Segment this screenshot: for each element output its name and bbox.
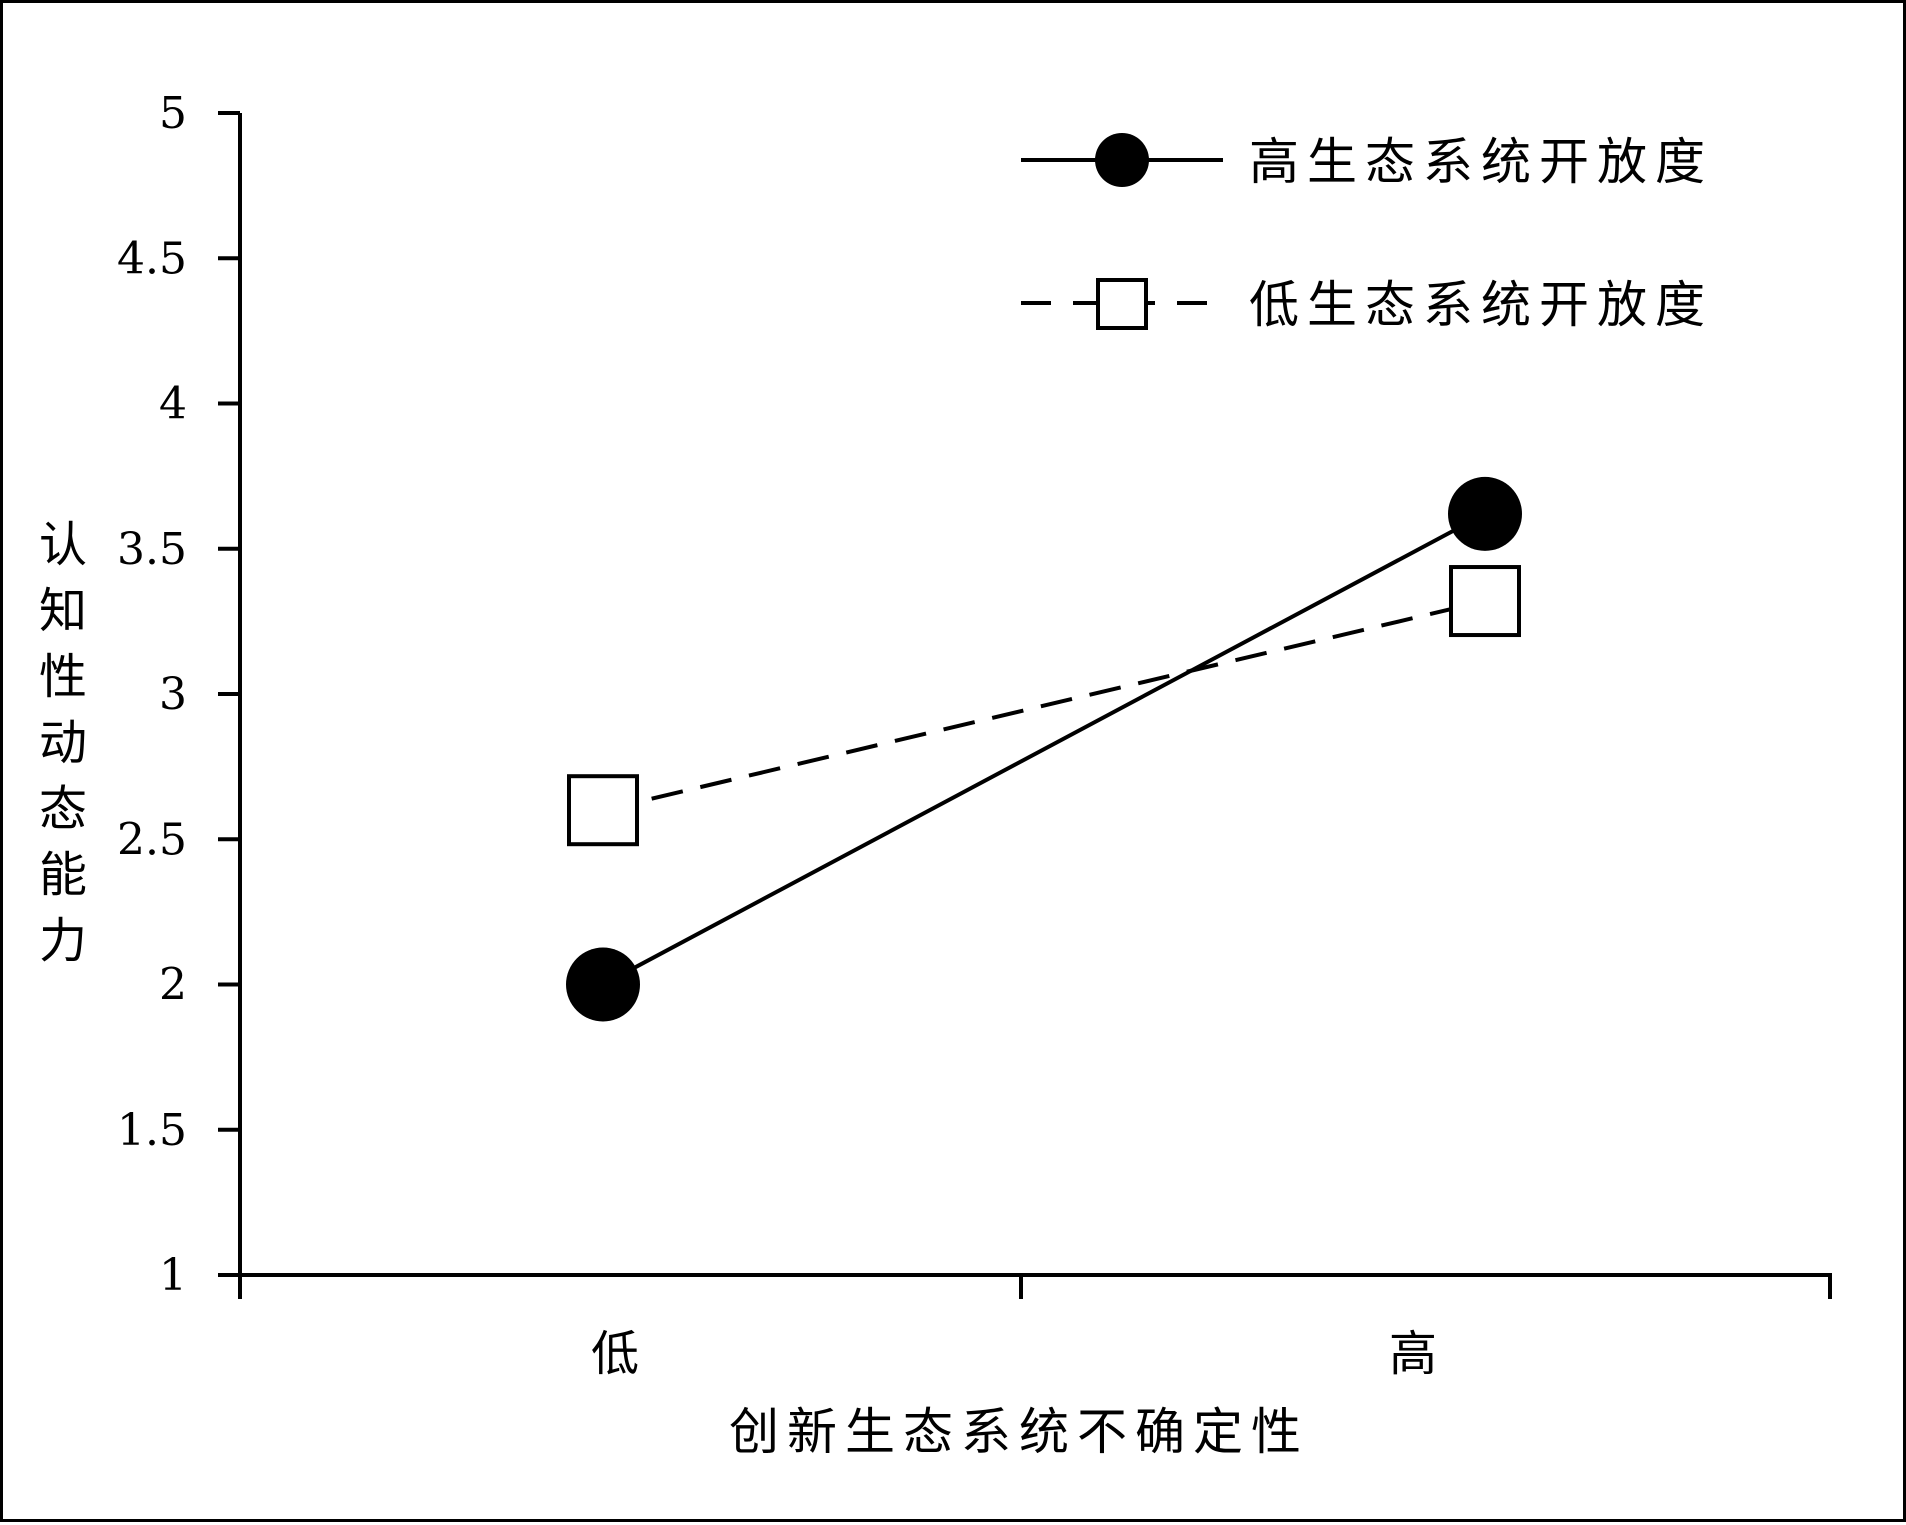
y-axis-title-char: 认 (39, 517, 87, 573)
data-point-square (1449, 565, 1521, 638)
y-axis-title-char: 知 (39, 583, 87, 639)
y-tick-label: 3 (159, 669, 187, 720)
series-line (602, 512, 1486, 987)
y-axis-title-char: 动 (39, 715, 87, 771)
legend-label-low-openness: 低生态系统开放度 (1249, 276, 1713, 334)
legend-marker-hollow-square (1096, 278, 1148, 330)
y-tick-label: 4 (159, 379, 187, 430)
legend-item-low-openness: 低生态系统开放度 (1021, 276, 1713, 334)
series-layer (566, 476, 1522, 1022)
data-point-circle (566, 947, 640, 1022)
x-axis-title: 创新生态系统不确定性 (729, 1403, 1309, 1461)
legend-marker-filled-circle (1095, 133, 1149, 187)
y-tick-label: 2.5 (117, 814, 187, 865)
y-tick-label: 3.5 (117, 524, 187, 575)
legend-item-high-openness: 高生态系统开放度 (1021, 133, 1713, 191)
legend: 高生态系统开放度 低生态系统开放度 (1021, 133, 1713, 334)
y-ticks: 1 1.5 2 2.5 3 3.5 4 4.5 5 (117, 88, 240, 1301)
series-low-openness (567, 565, 1521, 847)
series-line (602, 599, 1486, 813)
y-axis-title-char: 态 (39, 781, 87, 837)
data-point-square (567, 774, 639, 847)
axes: 11.522.533.544.55 低高 (117, 88, 1832, 1382)
data-point-circle (1448, 476, 1522, 551)
y-axis-title-char: 力 (39, 913, 87, 969)
y-tick-label: 4.5 (117, 233, 187, 284)
y-tick-label: 1 (159, 1250, 187, 1301)
interaction-line-chart: 11.522.533.544.55 低高 认知性动态能力 创新生态系统不确定性 … (39, 88, 1832, 1461)
series-high-openness (566, 476, 1522, 1022)
x-tick-label: 高 (1389, 1326, 1437, 1382)
y-tick-label: 1.5 (117, 1105, 187, 1156)
y-axis-title-char: 性 (39, 649, 87, 705)
y-axis-title-char: 能 (39, 847, 87, 903)
x-ticks: 低高 (238, 1275, 1832, 1382)
legend-label-high-openness: 高生态系统开放度 (1249, 133, 1713, 191)
x-tick-label: 低 (591, 1326, 639, 1382)
y-tick-label: 5 (159, 88, 187, 139)
y-tick-label: 2 (159, 960, 187, 1011)
